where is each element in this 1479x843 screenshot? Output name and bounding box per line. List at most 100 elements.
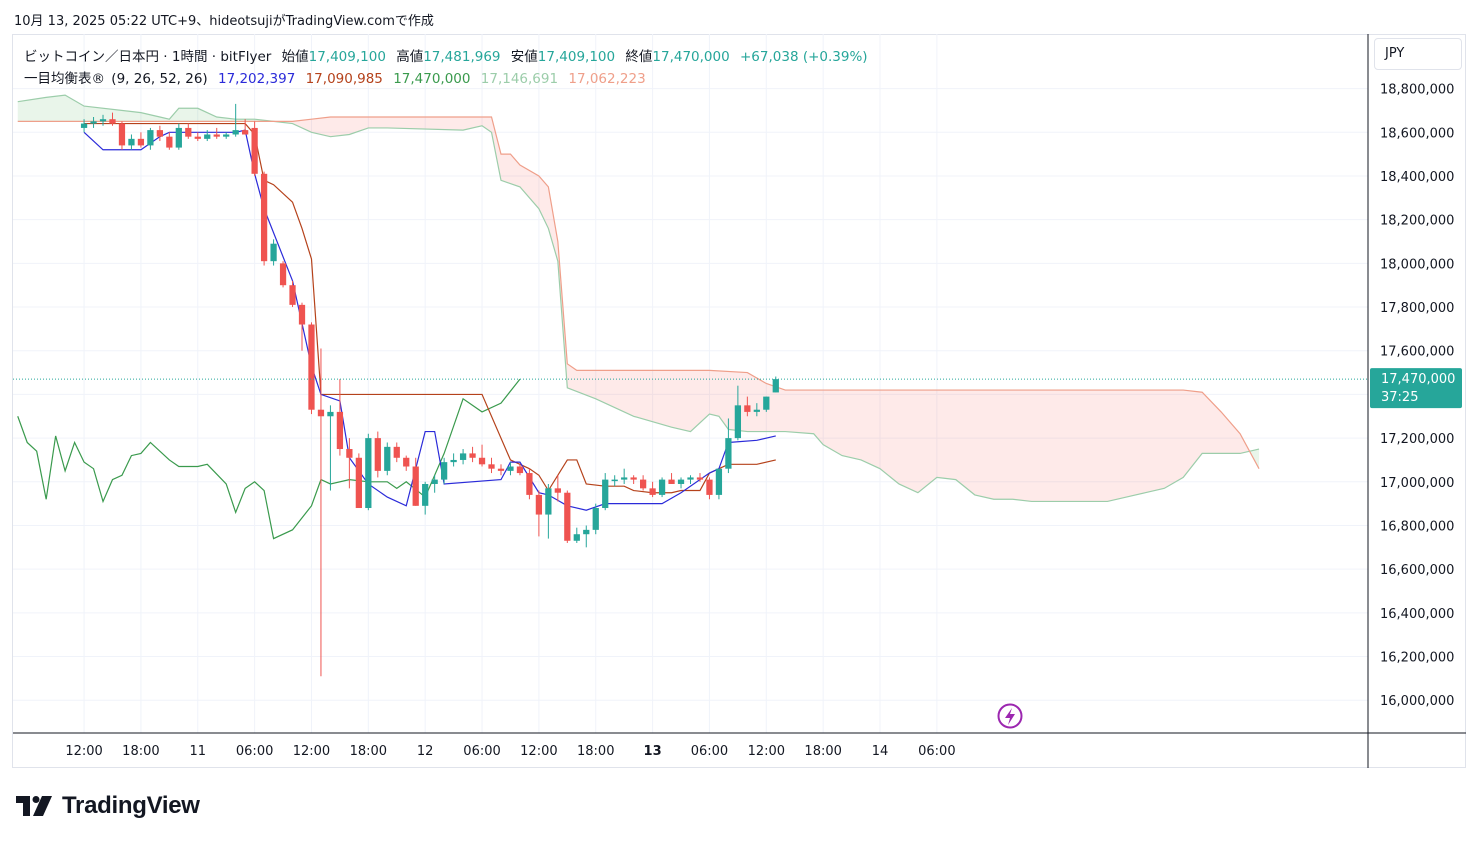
candle xyxy=(658,477,666,498)
candle xyxy=(573,527,580,543)
candle-body xyxy=(459,453,467,460)
candle-body xyxy=(99,119,107,122)
currency-selector[interactable]: JPY xyxy=(1374,38,1462,70)
candle-body xyxy=(639,479,647,489)
candle xyxy=(639,475,647,491)
ichimoku-cloud xyxy=(17,95,1260,502)
candle-body xyxy=(478,457,486,465)
candle-body xyxy=(725,438,732,469)
candle xyxy=(251,121,258,176)
candle-body xyxy=(147,130,154,146)
candle xyxy=(308,322,315,415)
x-tick-label: 12:00 xyxy=(65,744,102,759)
candle-body xyxy=(137,138,145,146)
candle-body xyxy=(441,462,448,480)
high-value: 17,481,969 xyxy=(423,49,501,65)
candle-body xyxy=(128,138,135,146)
legend-indicator-row: 一目均衡表® (9, 26, 52, 26) 17,202,397 17,090… xyxy=(24,67,652,87)
candle-body xyxy=(621,477,628,480)
ichimoku-lines xyxy=(17,94,1260,540)
candle-body xyxy=(355,457,362,509)
candle xyxy=(602,473,609,511)
symbol-description[interactable]: ビットコイン／日本円 · 1時間 · bitFlyer xyxy=(24,49,272,65)
candle xyxy=(554,475,561,502)
candle xyxy=(118,121,126,150)
candle xyxy=(166,132,173,150)
candle xyxy=(431,475,438,493)
candle xyxy=(488,457,495,474)
candle xyxy=(526,468,533,500)
candle-body xyxy=(317,409,325,417)
candle-body xyxy=(118,123,126,146)
candle xyxy=(516,464,524,476)
high-label: 高値 xyxy=(396,49,424,65)
y-tick-label: 18,000,000 xyxy=(1380,257,1454,272)
kijun-line xyxy=(84,122,776,494)
x-tick-label: 18:00 xyxy=(804,744,841,759)
candle-body xyxy=(507,466,514,471)
ohlc-open: 始値17,409,100 xyxy=(282,49,386,65)
x-tick-label: 18:00 xyxy=(350,744,387,759)
candle-body xyxy=(431,479,438,484)
candle-body xyxy=(308,324,315,410)
axes: 16,000,000 16,200,000 16,400,000 16,600,000… xyxy=(13,34,1466,768)
indicator-value-kijun: 17,090,985 xyxy=(305,71,383,87)
candle-body xyxy=(194,136,201,139)
candle xyxy=(175,123,182,150)
candle-body xyxy=(403,457,410,467)
candle-body xyxy=(412,466,419,506)
candle-body xyxy=(753,409,760,412)
close-value: 17,470,000 xyxy=(652,49,730,65)
candle-body xyxy=(260,173,268,262)
candle xyxy=(441,457,448,484)
x-tick-label: 06:00 xyxy=(691,744,728,759)
tradingview-brand[interactable]: TradingView xyxy=(16,790,200,822)
candle-body xyxy=(744,405,751,412)
candle xyxy=(507,462,514,476)
candle xyxy=(706,477,713,500)
candle xyxy=(630,475,637,484)
candle-body xyxy=(734,405,742,439)
candle-body xyxy=(696,477,704,480)
indicator-value-span-b: 17,062,223 xyxy=(568,71,646,87)
candle xyxy=(128,134,135,150)
candle-body xyxy=(450,459,457,463)
candle xyxy=(279,261,287,288)
candle xyxy=(763,396,770,412)
x-tick-label: 06:00 xyxy=(918,744,955,759)
candle-body xyxy=(346,449,353,458)
candle-body xyxy=(336,411,344,450)
candle xyxy=(677,477,685,489)
open-value: 17,409,100 xyxy=(308,49,386,65)
candle-body xyxy=(109,119,116,124)
candle xyxy=(744,396,751,417)
indicator-name[interactable]: 一目均衡表® xyxy=(24,71,105,87)
x-tick-label: 14 xyxy=(872,744,889,759)
candles xyxy=(80,103,779,677)
candle-body xyxy=(554,488,561,493)
candle-body xyxy=(772,379,779,393)
lightning-icon[interactable] xyxy=(997,703,1023,729)
candle xyxy=(592,503,599,535)
candle xyxy=(374,431,381,478)
candle xyxy=(204,130,211,142)
candle xyxy=(668,473,675,484)
candle xyxy=(232,103,239,137)
x-tick-label: 12 xyxy=(417,744,434,759)
candle-body xyxy=(327,411,334,417)
indicator-value-chikou: 17,470,000 xyxy=(393,71,471,87)
candle xyxy=(365,433,372,511)
candle xyxy=(384,442,391,476)
candle-body xyxy=(166,136,173,148)
candle-body xyxy=(630,477,637,480)
candle-body xyxy=(365,438,372,509)
y-tick-label: 17,800,000 xyxy=(1380,301,1454,316)
candle-body xyxy=(677,479,685,484)
candle-body xyxy=(175,127,182,148)
candle xyxy=(611,475,618,487)
x-tick-label: 12:00 xyxy=(748,744,785,759)
candle xyxy=(194,132,201,142)
y-tick-label: 16,000,000 xyxy=(1380,694,1454,709)
candle-body xyxy=(545,488,552,515)
